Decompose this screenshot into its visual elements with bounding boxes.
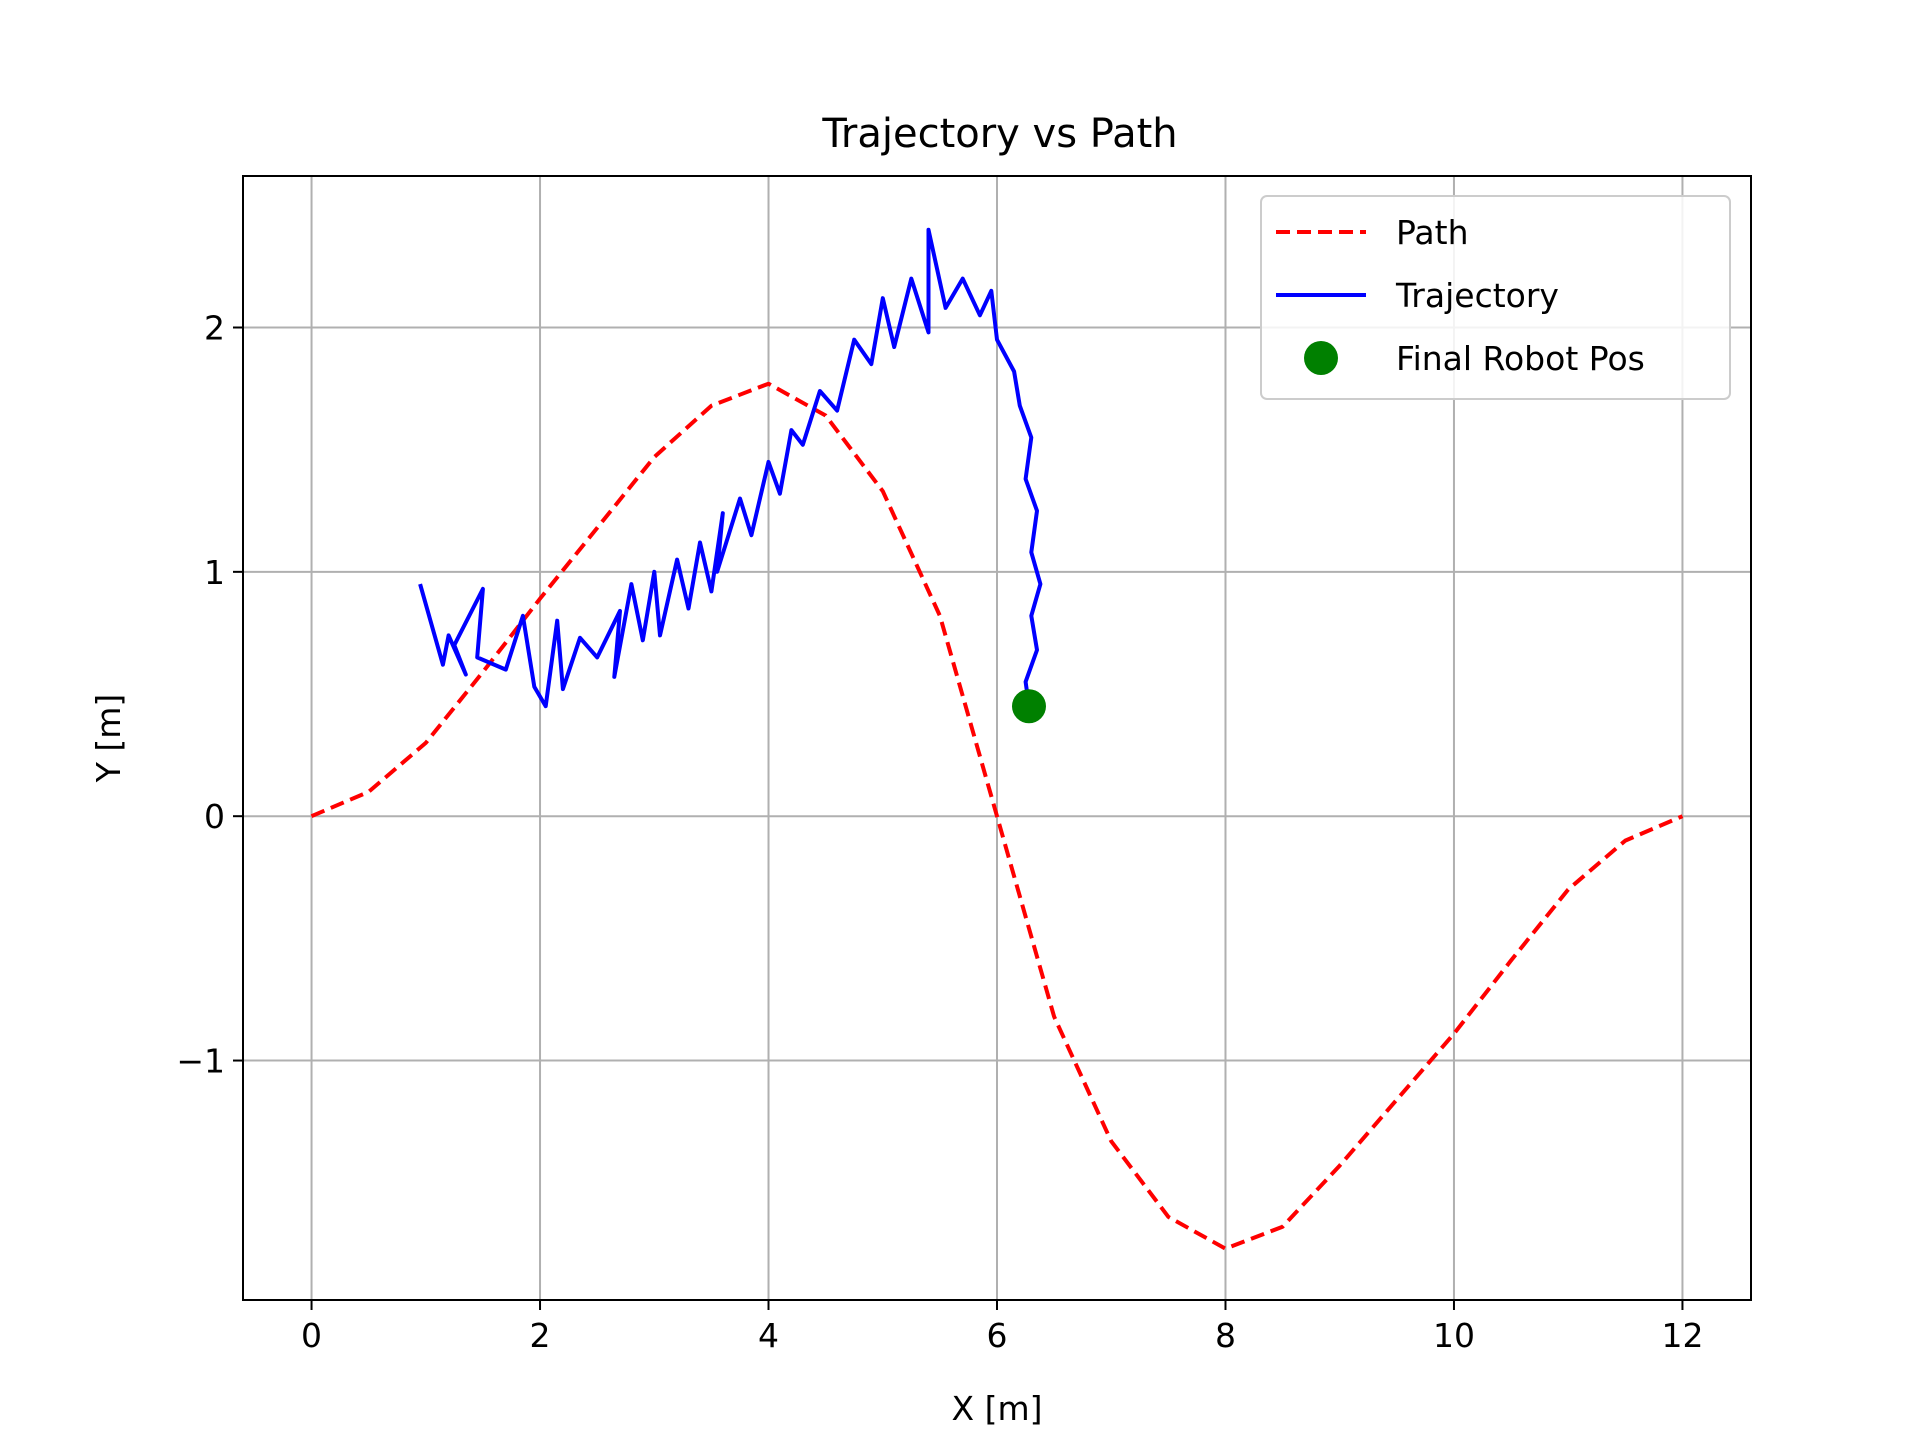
x-tick-label: 10 [1433, 1316, 1475, 1355]
y-axis-label: Y [m] [89, 694, 128, 784]
y-tick-label: −1 [176, 1042, 225, 1081]
chart-title: Trajectory vs Path [821, 111, 1177, 157]
x-tick-label: 6 [987, 1316, 1008, 1355]
y-axis-ticks: −1 0 1 2 [176, 308, 243, 1081]
legend-trajectory-label: Trajectory [1395, 276, 1559, 315]
y-tick-label: 0 [204, 797, 225, 836]
legend-final-marker [1304, 341, 1338, 375]
x-tick-label: 2 [530, 1316, 551, 1355]
x-axis-label: X [m] [952, 1389, 1043, 1428]
path-series [310, 381, 1684, 1251]
legend: Path Trajectory Final Robot Pos [1260, 195, 1731, 400]
trajectory-line [418, 227, 1043, 709]
legend-box [1260, 195, 1731, 400]
x-tick-label: 8 [1215, 1316, 1236, 1355]
x-tick-label: 0 [301, 1316, 322, 1355]
final-robot-position-marker [1011, 689, 1046, 724]
x-tick-label: 4 [758, 1316, 779, 1355]
x-tick-label: 12 [1661, 1316, 1703, 1355]
y-tick-label: 1 [204, 553, 225, 592]
path-line [310, 381, 1684, 1251]
trajectory-series [418, 227, 1043, 709]
legend-final-label: Final Robot Pos [1396, 339, 1645, 378]
x-axis-ticks: 0 2 4 6 8 10 12 [301, 1300, 1703, 1355]
y-tick-label: 2 [204, 308, 225, 347]
legend-path-label: Path [1396, 213, 1469, 252]
final-position-layer [1011, 689, 1046, 724]
